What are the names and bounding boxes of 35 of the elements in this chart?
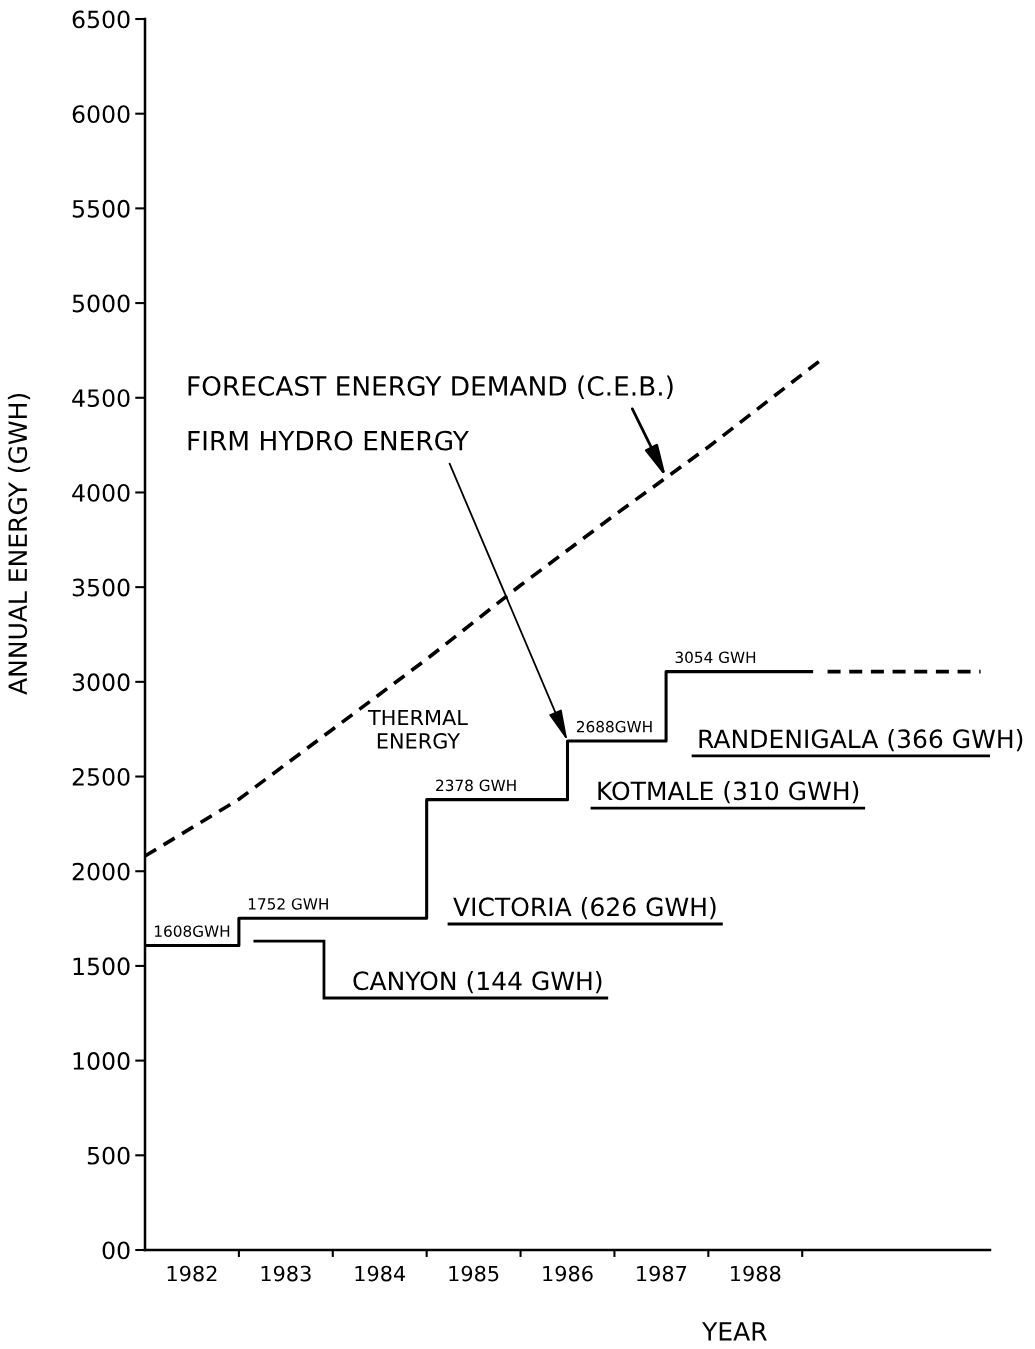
x-tick-label: 1988 [731,1265,781,1282]
y-tick-label: 4000 [72,483,130,502]
y-tick-label: 3500 [72,578,130,597]
data-label: 1608GWH [155,925,230,937]
y-tick-label: 5000 [72,294,130,313]
x-tick-label: 1983 [261,1265,311,1282]
data-label: 2688GWH [576,720,652,733]
data-label: 1752 GWH [248,898,328,910]
x-tick-label: 1987 [637,1265,687,1282]
annotation: KOTMALE (310 GWH) [598,780,859,804]
x-tick-label: 1986 [543,1265,593,1282]
y-tick-label: 6500 [72,10,130,29]
y-tick-label: 1000 [73,1052,130,1070]
y-tick-label: 3000 [72,673,130,692]
y-tick-label: 6000 [72,105,130,123]
annotation: FIRM HYDRO ENERGY [188,430,469,451]
data-label: 2378 GWH [436,779,516,792]
x-axis-title: YEAR [701,1322,767,1341]
y-tick-label: 500 [87,1146,130,1165]
y-tick-label: 1500 [73,957,130,976]
annotation: THERMAL ENERGY [367,709,468,749]
y-tick-label: 2500 [72,767,130,786]
y-tick-label: 5500 [72,199,130,218]
annotation: VICTORIA (626 GWH) [453,896,716,920]
y-tick-label: 00 [102,1241,130,1260]
y-tick-label: 2000 [72,862,130,881]
y-axis-title: ANNUAL ENERGY (GWH) [7,393,31,695]
annotation: FORECAST ENERGY DEMAND (C.E.B.) [188,375,673,400]
annotation: CANYON (144 GWH) [353,970,602,994]
x-tick-label: 1982 [167,1265,217,1282]
x-tick-label: 1984 [355,1265,406,1282]
annotation: RANDENIGALA (366 GWH) [699,728,1023,752]
x-tick-label: 1985 [449,1265,499,1282]
y-tick-label: 4500 [72,389,130,408]
data-label: 3054 GWH [675,651,756,664]
